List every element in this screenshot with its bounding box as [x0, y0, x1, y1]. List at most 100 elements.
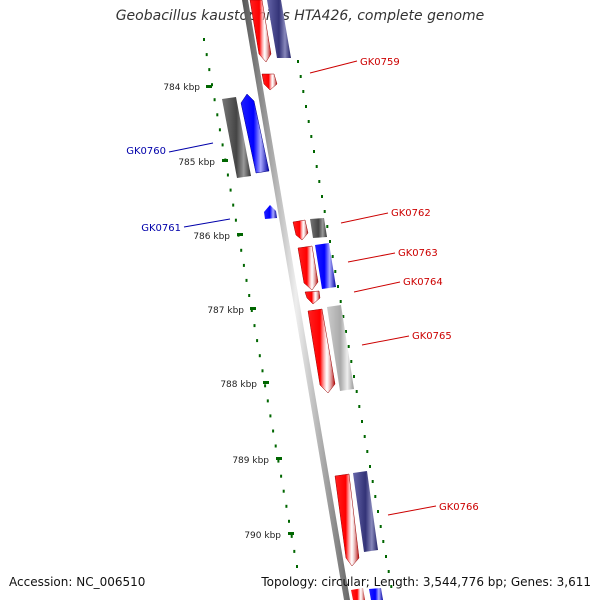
tick-dot — [299, 75, 302, 78]
tick-dot — [318, 180, 321, 183]
gene-arrow-gk0759[interactable] — [261, 73, 278, 91]
tick-dot — [256, 339, 259, 343]
tick-dot — [216, 113, 219, 117]
tick-dot — [390, 585, 393, 588]
tick-dot — [213, 98, 216, 102]
tick-dot — [266, 399, 269, 403]
tick-dot — [331, 255, 334, 258]
tick-dot — [363, 435, 366, 438]
gene-arrow-gk0762[interactable] — [292, 219, 309, 241]
tick-label: 789 kbp — [232, 456, 269, 466]
cds-box-gk0766[interactable] — [353, 471, 378, 552]
gene-label-gk0760[interactable]: GK0760 — [126, 146, 166, 157]
tick-dot — [264, 384, 267, 388]
tick-dot — [302, 90, 305, 93]
tick-dot — [296, 565, 298, 568]
tick-dot — [369, 465, 371, 468]
tick-dot — [293, 549, 296, 553]
tick-dot — [205, 53, 208, 57]
gene-label-gk0765[interactable]: GK0765 — [412, 331, 452, 342]
tick-dot — [371, 480, 374, 483]
tick-dot — [334, 270, 337, 273]
gene-arrow-forward[interactable] — [249, 0, 272, 63]
tick-dot — [385, 555, 387, 558]
tick-dot — [366, 450, 369, 453]
tick-dot — [258, 354, 261, 358]
gene-label-gk0763[interactable]: GK0763 — [398, 248, 438, 259]
cds-box-blue[interactable] — [369, 588, 383, 600]
gene-arrow-gk0763[interactable] — [297, 245, 319, 291]
tick-dot — [245, 278, 248, 282]
tick-785kbp: 785 kbp — [178, 158, 228, 168]
tick-label: 790 kbp — [244, 531, 281, 541]
tick-786kbp: 786 kbp — [193, 232, 243, 242]
tick-dot — [242, 263, 245, 267]
tick-dot — [229, 188, 232, 192]
gene-label-gk0764[interactable]: GK0764 — [403, 277, 443, 288]
gene-arrow-forward[interactable] — [351, 588, 365, 600]
tick-dot — [218, 128, 221, 132]
tick-dot — [285, 504, 288, 508]
tick-787kbp: 787 kbp — [207, 306, 256, 316]
tick-label: 788 kbp — [220, 380, 257, 390]
tick-dot — [290, 534, 293, 538]
gene-arrow-gk0765[interactable] — [307, 308, 336, 394]
tick-dot — [342, 315, 345, 318]
tick-dot — [374, 495, 377, 498]
tick-dot — [269, 414, 272, 418]
gene-arrow-gk0761[interactable] — [264, 205, 277, 219]
tick-788kbp: 788 kbp — [220, 380, 269, 390]
cds-box-purple[interactable] — [267, 0, 291, 58]
tick-dot — [234, 218, 237, 222]
tick-dot — [345, 330, 347, 333]
gene-arrow-gk0760[interactable] — [240, 93, 270, 174]
tick-dot — [361, 420, 363, 423]
tick-dot — [232, 203, 235, 207]
tick-dot — [353, 375, 355, 378]
tick-784kbp: 784 kbp — [163, 83, 212, 93]
tick-dot — [277, 459, 280, 463]
cds-box-gk0763[interactable] — [315, 243, 336, 289]
tick-dot — [313, 150, 315, 153]
tick-dot — [226, 173, 229, 177]
genome-summary-text: Topology: circular; Length: 3,544,776 bp… — [261, 575, 591, 589]
map-title: Geobacillus kaustophilus HTA426, complet… — [115, 8, 485, 24]
tick-dot — [208, 68, 211, 72]
cds-box-gk0760[interactable] — [222, 97, 251, 178]
tick-dot — [377, 510, 379, 513]
cds-box-gk0762[interactable] — [310, 218, 327, 238]
tick-dot — [350, 360, 353, 363]
gene-label-gk0762[interactable]: GK0762 — [391, 208, 431, 219]
tick-dot — [203, 38, 205, 41]
tick-dot — [297, 60, 299, 63]
tick-dot — [274, 444, 277, 448]
tick-dot — [329, 240, 331, 243]
tick-dot — [211, 83, 213, 87]
tick-dot — [382, 540, 385, 543]
tick-dot — [355, 390, 358, 393]
gene-label-gk0759[interactable]: GK0759 — [360, 57, 400, 68]
accession-text: Accession: NC_006510 — [9, 575, 146, 589]
gene-arrow-gk0766[interactable] — [334, 473, 360, 567]
tick-dot — [307, 120, 310, 123]
gene-label-gk0766[interactable]: GK0766 — [439, 502, 479, 513]
tick-dot — [261, 369, 264, 373]
genome-backbone — [242, 0, 350, 600]
gene-arrow-gk0764[interactable] — [304, 290, 321, 305]
cds-box-gk0765[interactable] — [327, 305, 354, 391]
tick-label: 787 kbp — [207, 306, 244, 316]
tick-dot — [248, 294, 251, 297]
tick-label: 786 kbp — [193, 232, 230, 242]
gene-labels: GK0759 GK0760 GK0761 GK0762 GK0763 GK076… — [126, 57, 479, 516]
tick-dot — [387, 570, 390, 573]
tick-dot — [282, 489, 285, 493]
tick-dot — [310, 135, 313, 138]
tick-dot — [379, 525, 382, 528]
tick-dot — [321, 195, 323, 198]
tick-789kbp: 789 kbp — [232, 456, 282, 466]
tick-dot — [315, 165, 318, 168]
gene-label-gk0761[interactable]: GK0761 — [141, 223, 181, 234]
tick-dot — [221, 143, 224, 147]
tick-dot — [339, 300, 342, 303]
tick-790kbp: 790 kbp — [244, 531, 294, 541]
